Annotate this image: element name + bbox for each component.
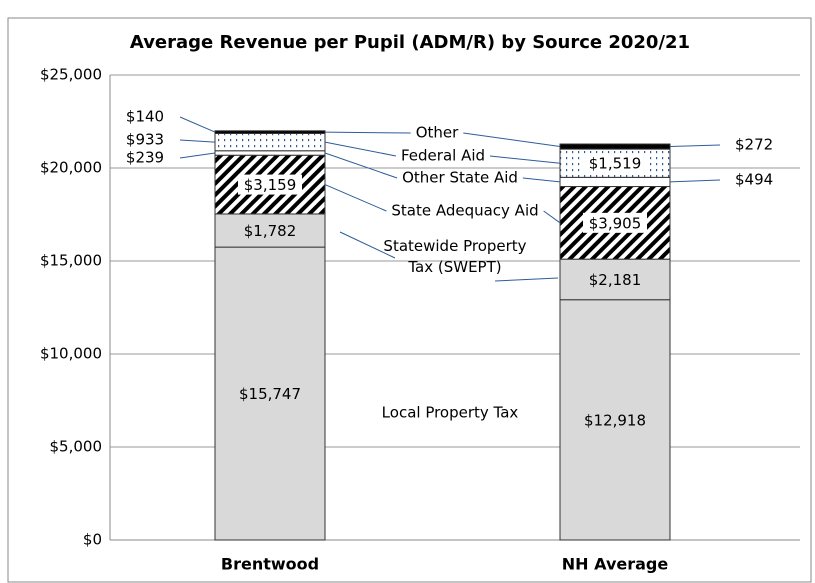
leader-line: [489, 155, 561, 164]
bar-segment: [559, 143, 671, 150]
value-label: $494: [735, 171, 773, 189]
value-label: $140: [126, 108, 164, 126]
label-bg: [238, 174, 302, 195]
value-label: $3,905: [589, 214, 642, 232]
y-tick-label: $15,000: [40, 252, 102, 270]
value-label: $12,918: [584, 411, 646, 429]
leader-line: [179, 152, 216, 159]
x-tick-label: NH Average: [562, 555, 669, 574]
value-label: $2,181: [589, 271, 642, 289]
leader-line: [494, 277, 559, 282]
value-label: $1,782: [244, 222, 297, 240]
value-label: $933: [126, 131, 164, 149]
leader-line: [522, 177, 561, 183]
chart-title: Average Revenue per Pupil (ADM/R) by Sou…: [130, 32, 690, 53]
value-label: $1,519: [589, 155, 642, 173]
bar-segment: [559, 299, 671, 541]
bar-segment: [214, 130, 326, 134]
label-bg: [583, 153, 647, 174]
series-label: Local Property Tax: [382, 404, 519, 422]
bar-segment: [214, 132, 326, 152]
label-bg: [583, 212, 647, 233]
series-label: Statewide Property Tax (SWEPT): [383, 237, 527, 276]
y-tick-label: $0: [83, 531, 102, 549]
series-label: Other: [416, 124, 459, 142]
leader-line: [324, 184, 387, 212]
bar-segment: [559, 258, 671, 301]
leader-line: [463, 132, 561, 148]
value-label: $15,747: [239, 385, 301, 403]
leader-line: [324, 131, 411, 134]
leader-line: [179, 139, 216, 143]
leader-line: [543, 210, 561, 224]
y-tick-label: $5,000: [50, 438, 103, 456]
leader-line: [669, 144, 721, 148]
bar-segment: [214, 213, 326, 248]
leader-line: [324, 141, 397, 157]
bar-segment: [214, 246, 326, 541]
leader-line: [669, 179, 721, 183]
leader-line: [324, 152, 398, 179]
series-label: Federal Aid: [401, 147, 485, 165]
y-tick-label: $10,000: [40, 345, 102, 363]
bar-segment: [559, 176, 671, 188]
y-tick-label: $20,000: [40, 159, 102, 177]
value-label: $3,159: [244, 176, 297, 194]
series-label: Other State Aid: [402, 169, 518, 187]
value-label: $272: [735, 136, 773, 154]
bar-segment: [214, 150, 326, 156]
x-tick-label: Brentwood: [221, 555, 319, 574]
frame: [7, 17, 812, 583]
y-tick-label: $25,000: [40, 66, 102, 84]
value-label: $239: [126, 149, 164, 167]
leader-line: [339, 231, 396, 259]
series-label: State Adequacy Aid: [391, 202, 538, 220]
leader-line: [179, 116, 216, 133]
